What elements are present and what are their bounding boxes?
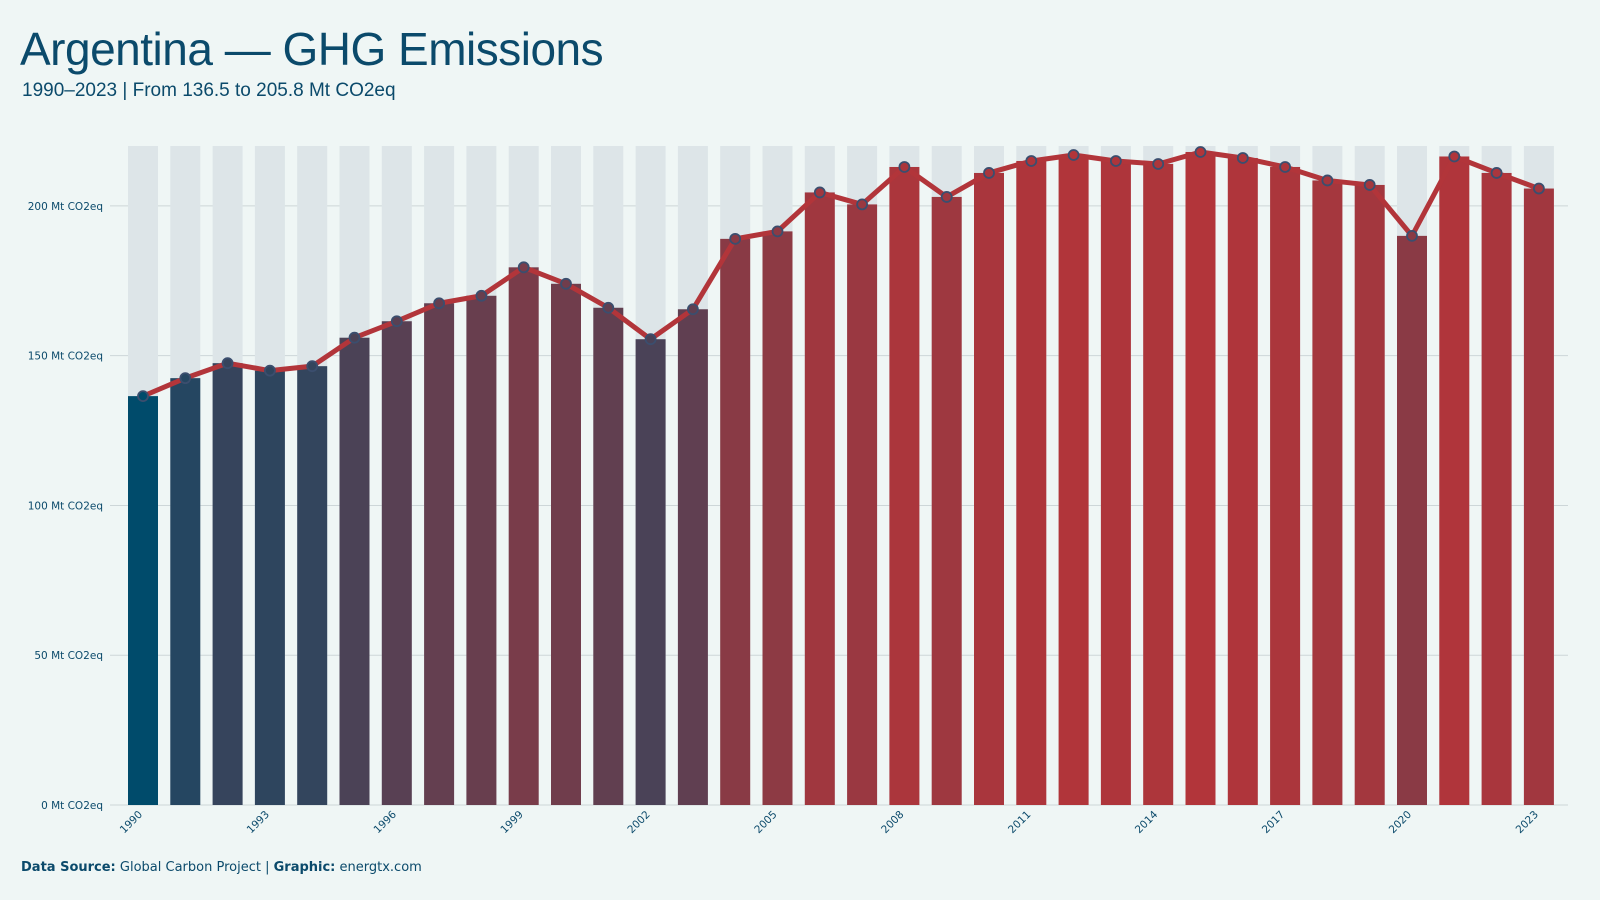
data-point: [1236, 152, 1249, 164]
bar: [339, 337, 370, 805]
footer-credits: Data Source: Global Carbon Project | Gra…: [21, 860, 422, 875]
bar: [466, 295, 497, 805]
data-point: [771, 225, 784, 238]
data-point: [1067, 149, 1080, 161]
data-point: [1490, 167, 1503, 179]
data-point: [898, 161, 911, 173]
y-tick-label: 100 Mt CO2eq: [28, 500, 103, 512]
bar: [1312, 180, 1343, 805]
data-point: [263, 364, 276, 377]
x-tick-label: 2002: [625, 809, 652, 836]
bar: [1481, 172, 1512, 805]
x-tick-label: 1993: [245, 809, 272, 836]
bar: [931, 196, 962, 805]
bar: [1100, 160, 1131, 805]
data-point: [983, 167, 995, 179]
x-tick-label: 2005: [752, 809, 779, 836]
bar: [297, 366, 328, 805]
data-point: [1025, 155, 1038, 167]
bar: [128, 396, 158, 805]
x-tick-label: 2020: [1387, 809, 1414, 836]
data-point: [940, 191, 953, 203]
bar: [762, 231, 793, 805]
data-point: [221, 357, 234, 370]
bar: [635, 339, 666, 805]
data-point: [856, 198, 868, 211]
data-point: [602, 301, 615, 314]
bar: [1058, 154, 1089, 806]
data-point: [813, 186, 826, 199]
bar: [551, 283, 581, 806]
y-tick-label: 50 Mt CO2eq: [34, 650, 103, 662]
bar: [254, 370, 285, 805]
bar: [170, 378, 201, 805]
bar: [677, 309, 708, 805]
data-point: [1448, 150, 1461, 163]
x-tick-label: 1990: [118, 809, 145, 836]
data-point: [390, 315, 403, 328]
graphic-label: Graphic:: [273, 860, 336, 875]
data-point: [729, 232, 742, 245]
data-point: [179, 372, 192, 385]
bar: [1143, 163, 1174, 806]
x-tick-label: 2011: [1006, 809, 1033, 836]
series-line: [140, 149, 1542, 399]
x-tick-label: 2023: [1514, 809, 1541, 836]
data-point: [475, 289, 488, 302]
data-point: [348, 331, 361, 344]
data-point: [1194, 146, 1207, 158]
bar: [1227, 157, 1258, 805]
bar: [424, 303, 455, 805]
data-point: [644, 333, 657, 346]
data-point: [1321, 174, 1334, 187]
y-tick-label: 150 Mt CO2eq: [28, 351, 103, 363]
x-tick-label: 1999: [498, 809, 525, 836]
x-tick-label: 1996: [372, 808, 400, 836]
y-tick-label: 0 Mt CO2eq: [41, 800, 103, 812]
data-point: [306, 360, 319, 373]
chart-title: Argentina — GHG Emissions: [20, 23, 604, 75]
bar: [1439, 156, 1470, 806]
graphic-value: energtx.com: [339, 860, 422, 875]
bar: [1185, 151, 1216, 805]
data-point: [1533, 182, 1545, 195]
x-tick-label: 2017: [1260, 809, 1287, 836]
data-point: [1406, 229, 1418, 242]
bar: [212, 363, 243, 805]
x-tick-label: 2008: [879, 809, 906, 836]
data-point: [517, 261, 530, 274]
data-point: [137, 390, 149, 403]
bar: [1397, 235, 1427, 805]
bar: [1016, 160, 1047, 805]
bar: [889, 166, 920, 805]
bar: [847, 204, 878, 805]
data-point: [560, 277, 572, 290]
x-tick-label: 2014: [1133, 808, 1161, 836]
y-tick-label: 200 Mt CO2eq: [28, 201, 103, 213]
bar: [508, 267, 539, 805]
bar: [1354, 184, 1385, 805]
source-value: Global Carbon Project |: [119, 860, 270, 875]
bar: [593, 307, 624, 805]
data-point: [1279, 161, 1291, 173]
bar: [1270, 166, 1301, 805]
data-point: [1152, 158, 1165, 170]
bar: [1523, 188, 1554, 805]
source-label: Data Source:: [21, 860, 116, 875]
bar: [804, 192, 835, 805]
chart-subtitle: 1990–2023 | From 136.5 to 205.8 Mt CO2eq: [22, 80, 396, 101]
bar: [720, 238, 751, 806]
data-point: [1363, 179, 1376, 191]
bar: [974, 172, 1004, 805]
data-point: [1110, 155, 1122, 167]
data-point: [687, 303, 699, 316]
data-point: [433, 297, 446, 310]
bar: [381, 321, 412, 805]
